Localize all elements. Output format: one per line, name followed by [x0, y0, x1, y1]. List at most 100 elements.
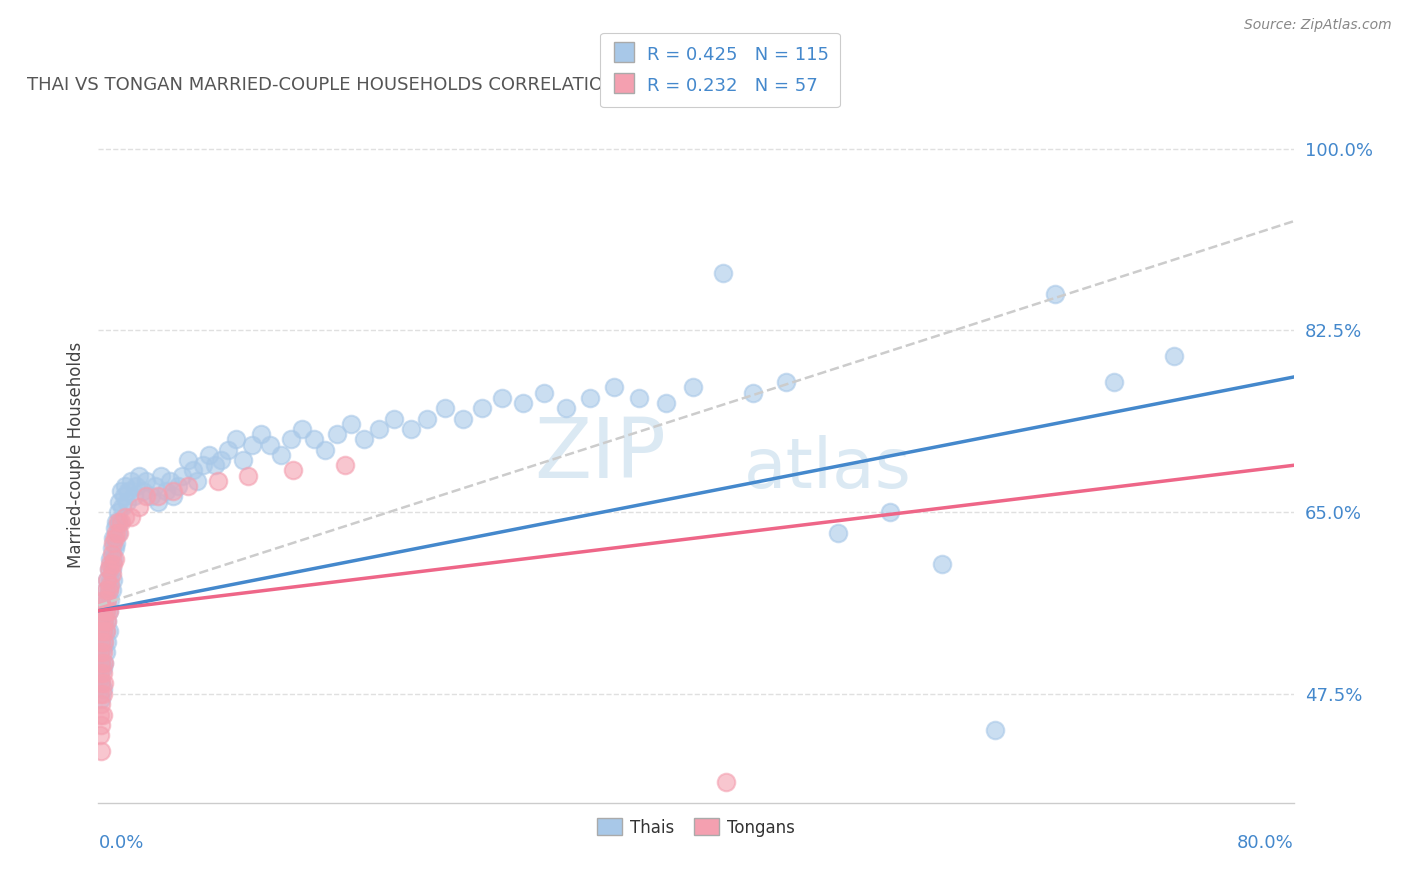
Point — [93, 614, 115, 628]
Point — [101, 547, 124, 561]
Point — [198, 448, 221, 462]
Point — [655, 396, 678, 410]
Point — [107, 525, 129, 540]
Point — [434, 401, 457, 416]
Point — [94, 604, 117, 618]
Point — [128, 500, 150, 514]
Point — [204, 458, 226, 473]
Point — [103, 557, 125, 571]
Point — [101, 541, 124, 556]
Point — [682, 380, 704, 394]
Point — [104, 531, 127, 545]
Point — [97, 562, 120, 576]
Text: Source: ZipAtlas.com: Source: ZipAtlas.com — [1244, 18, 1392, 32]
Point — [984, 723, 1007, 738]
Point — [91, 661, 114, 675]
Point — [93, 614, 115, 628]
Point — [110, 516, 132, 530]
Text: 80.0%: 80.0% — [1237, 834, 1294, 852]
Point — [97, 604, 120, 618]
Point — [97, 604, 120, 618]
Point — [91, 604, 114, 618]
Point — [94, 645, 117, 659]
Point — [94, 604, 117, 618]
Point — [105, 536, 128, 550]
Point — [124, 490, 146, 504]
Text: THAI VS TONGAN MARRIED-COUPLE HOUSEHOLDS CORRELATION CHART: THAI VS TONGAN MARRIED-COUPLE HOUSEHOLDS… — [27, 77, 683, 95]
Point — [135, 490, 157, 504]
Point — [177, 479, 200, 493]
Point — [90, 635, 112, 649]
Point — [353, 433, 375, 447]
Point — [90, 676, 112, 690]
Point — [111, 500, 134, 514]
Point — [143, 479, 166, 493]
Point — [714, 775, 737, 789]
Point — [89, 665, 111, 680]
Point — [107, 516, 129, 530]
Point — [96, 614, 118, 628]
Point — [340, 417, 363, 431]
Text: ZIP: ZIP — [534, 415, 666, 495]
Point — [91, 707, 114, 722]
Point — [117, 484, 139, 499]
Point — [89, 645, 111, 659]
Point — [741, 385, 763, 400]
Point — [101, 582, 124, 597]
Point — [207, 474, 229, 488]
Point — [236, 468, 259, 483]
Point — [135, 474, 157, 488]
Point — [103, 573, 125, 587]
Point — [775, 376, 797, 390]
Point — [240, 437, 263, 451]
Point — [162, 484, 184, 499]
Point — [97, 582, 120, 597]
Point — [91, 624, 114, 639]
Point — [103, 536, 125, 550]
Point — [177, 453, 200, 467]
Point — [94, 582, 117, 597]
Point — [93, 656, 115, 670]
Point — [90, 635, 112, 649]
Point — [89, 624, 111, 639]
Point — [132, 484, 155, 499]
Point — [931, 557, 953, 571]
Point — [107, 505, 129, 519]
Point — [89, 661, 111, 675]
Point — [98, 551, 122, 566]
Point — [94, 624, 117, 639]
Point — [555, 401, 578, 416]
Point — [89, 624, 111, 639]
Point — [98, 573, 122, 587]
Point — [105, 516, 128, 530]
Point — [471, 401, 494, 416]
Point — [90, 656, 112, 670]
Point — [181, 463, 204, 477]
Point — [97, 624, 120, 639]
Point — [491, 391, 513, 405]
Point — [108, 494, 131, 508]
Text: 0.0%: 0.0% — [98, 834, 143, 852]
Point — [93, 656, 115, 670]
Point — [1104, 376, 1126, 390]
Point — [112, 490, 135, 504]
Point — [89, 707, 111, 722]
Point — [90, 744, 112, 758]
Point — [93, 593, 115, 607]
Point — [382, 411, 405, 425]
Point — [103, 531, 125, 545]
Point — [225, 433, 247, 447]
Point — [98, 593, 122, 607]
Point — [302, 433, 325, 447]
Point — [91, 687, 114, 701]
Point — [104, 520, 127, 534]
Point — [110, 484, 132, 499]
Point — [90, 697, 112, 711]
Point — [90, 718, 112, 732]
Point — [120, 474, 142, 488]
Point — [90, 676, 112, 690]
Point — [91, 681, 114, 696]
Point — [399, 422, 422, 436]
Point — [579, 391, 602, 405]
Point — [315, 442, 337, 457]
